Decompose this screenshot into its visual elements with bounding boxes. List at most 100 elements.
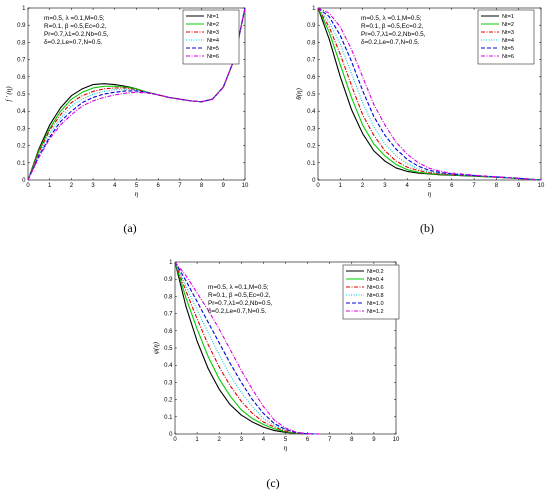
y-tick-label: 0.1 — [164, 415, 173, 421]
y-tick-label: 0.4 — [307, 109, 316, 115]
y-tick-label: 0.6 — [164, 329, 173, 335]
x-tick-label: 1 — [195, 437, 199, 443]
x-tick-label: 8 — [200, 183, 204, 189]
parameter-annotation: δ=0.2,Le=0.7,N=0.5. — [208, 308, 267, 315]
x-axis-label: η — [428, 190, 432, 198]
y-tick-label: 0 — [22, 178, 26, 184]
parameter-annotation: R=0.1, β =0.5,Ec=0.2, — [44, 23, 107, 30]
legend-label: Nt=6 — [207, 54, 219, 60]
panel-caption: (c) — [266, 476, 279, 490]
y-tick-label: 0.5 — [164, 346, 173, 352]
y-axis-label: f ′ (η) — [5, 86, 13, 102]
x-tick-label: 6 — [306, 437, 310, 443]
x-tick-label: 9 — [222, 183, 226, 189]
legend-label: Nt=2 — [502, 22, 514, 28]
series-line-nt-4 — [27, 7, 246, 181]
chart-panel-1: 0 1 2 3 4 5 6 7 8 9 10 0 0.1 0.2 0.3 0.4 0.5 0.6 0.7 0.8 0.9… — [5, 6, 249, 235]
y-tick-label: 0.9 — [164, 277, 173, 283]
x-tick-label: 6 — [450, 183, 454, 189]
parameter-annotation: Pr=0.7,λ1=0.2,Nb=0.5, — [361, 31, 426, 38]
series-line-nt-1-2 — [174, 261, 319, 435]
legend: Nt=1 Nt=2 Nt=3 Nt=4 Nt=5 Nt=6 — [182, 9, 240, 65]
parameter-annotation: m=0.5, λ =0.1,M=0.5; — [361, 15, 422, 22]
y-tick-label: 0.8 — [17, 40, 26, 46]
x-tick-label: 1 — [48, 183, 52, 189]
x-axis-label: η — [135, 190, 139, 198]
x-tick-label: 7 — [328, 437, 332, 443]
x-tick-label: 5 — [428, 183, 432, 189]
x-tick-label: 0 — [26, 183, 30, 189]
y-tick-label: 0 — [312, 178, 316, 184]
x-tick-label: 5 — [135, 183, 139, 189]
legend-label: Nt=5 — [207, 46, 219, 52]
x-tick-label: 4 — [262, 437, 266, 443]
y-axis-label: φ(η) — [152, 341, 160, 354]
x-tick-label: 3 — [383, 183, 387, 189]
parameter-annotation: R=0.1, β =0.5,Ec=0.2, — [208, 292, 271, 299]
y-tick-label: 0.4 — [17, 109, 26, 115]
legend-label: Nt=4 — [207, 38, 219, 44]
x-tick-label: 9 — [517, 183, 521, 189]
y-tick-label: 0.5 — [17, 92, 26, 98]
y-tick-label: 1 — [22, 6, 26, 12]
y-tick-label: 0.7 — [164, 312, 173, 318]
y-tick-label: 0.2 — [307, 144, 316, 150]
x-tick-label: 8 — [350, 437, 354, 443]
y-tick-label: 0.9 — [307, 23, 316, 29]
x-tick-label: 10 — [393, 437, 400, 443]
x-tick-label: 7 — [472, 183, 476, 189]
legend: Nt=0.2 Nt=0.4 Nt=0.6 Nt=0.8 Nt=1.0 Nt=1.2 — [342, 264, 400, 320]
y-tick-label: 0.4 — [164, 363, 173, 369]
parameter-annotation: Pr=0.7,λ1=0.2,Nb=0.5, — [44, 31, 109, 38]
x-tick-label: 5 — [284, 437, 288, 443]
y-tick-label: 1 — [312, 6, 316, 12]
legend-box — [182, 9, 240, 65]
y-tick-label: 0.2 — [17, 144, 26, 150]
parameter-annotation: δ=0.2,Le=0.7,N=0.5. — [44, 39, 103, 46]
y-tick-label: 0.2 — [164, 398, 173, 404]
y-tick-label: 0.1 — [307, 161, 316, 167]
y-tick-label: 0.5 — [307, 92, 316, 98]
legend-label: Nt=0.4 — [367, 277, 384, 283]
series-line-nt-5 — [27, 7, 246, 181]
y-tick-label: 0.8 — [307, 40, 316, 46]
y-tick-label: 0.3 — [164, 380, 173, 386]
y-axis-label: θ(η) — [295, 88, 303, 100]
series-line-nt-3 — [317, 7, 542, 181]
parameter-annotation: m=0.5, λ =0.1,M=0.5; — [44, 15, 105, 22]
y-tick-label: 1 — [169, 260, 173, 266]
parameter-annotation: R=0.1, β =0.5,Ec=0.2, — [361, 23, 424, 30]
x-axis-label: η — [284, 444, 288, 452]
x-tick-label: 3 — [240, 437, 244, 443]
chart-panel-2: 0 1 2 3 4 5 6 7 8 9 10 0 0.1 0.2 0.3 0.4 0.5 0.6 0.7 0.8 0.9… — [295, 6, 545, 235]
legend-label: Nt=0.6 — [367, 285, 384, 291]
legend-label: Nt=1 — [502, 14, 514, 20]
series-line-nt-6 — [317, 7, 542, 181]
y-tick-label: 0.1 — [17, 161, 26, 167]
x-tick-label: 1 — [339, 183, 343, 189]
y-tick-label: 0.7 — [17, 58, 26, 64]
legend-label: Nt=3 — [207, 30, 219, 36]
legend-label: Nt=3 — [502, 30, 514, 36]
parameter-annotation: δ=0.2,Le=0.7,N=0.5. — [361, 39, 420, 46]
y-tick-label: 0.8 — [164, 294, 173, 300]
y-tick-label: 0.6 — [307, 75, 316, 81]
x-tick-label: 8 — [495, 183, 499, 189]
y-tick-label: 0.3 — [17, 126, 26, 132]
legend-label: Nt=0.2 — [367, 269, 384, 275]
x-tick-label: 2 — [70, 183, 74, 189]
x-tick-label: 7 — [178, 183, 182, 189]
x-tick-label: 10 — [242, 183, 249, 189]
legend-box — [342, 264, 400, 320]
legend-label: Nt=1.0 — [367, 301, 384, 307]
x-tick-label: 4 — [406, 183, 410, 189]
y-tick-label: 0.3 — [307, 126, 316, 132]
legend-label: Nt=1 — [207, 14, 219, 20]
parameter-annotation: m=0.5, λ =0.1,M=0.5; — [208, 284, 269, 291]
legend: Nt=1 Nt=2 Nt=3 Nt=4 Nt=5 Nt=6 — [477, 9, 535, 65]
x-tick-label: 4 — [113, 183, 117, 189]
x-tick-label: 0 — [316, 183, 320, 189]
panel-caption: (b) — [420, 221, 434, 235]
x-tick-label: 9 — [372, 437, 376, 443]
